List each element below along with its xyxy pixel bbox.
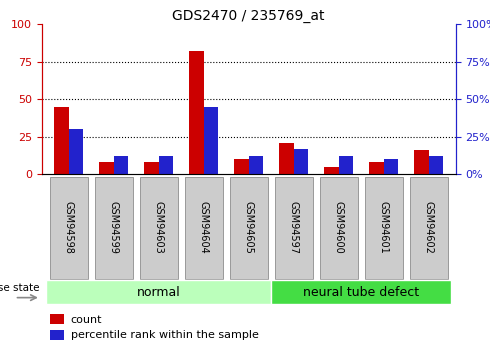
Bar	[54, 107, 69, 174]
FancyBboxPatch shape	[319, 177, 358, 278]
Bar	[415, 150, 429, 174]
Text: GSM94604: GSM94604	[198, 201, 209, 254]
Bar	[279, 143, 294, 174]
Text: count: count	[71, 315, 102, 325]
Text: GSM94597: GSM94597	[289, 201, 299, 254]
Text: normal: normal	[137, 286, 180, 299]
Bar	[234, 159, 249, 174]
FancyBboxPatch shape	[49, 177, 88, 278]
Text: disease state: disease state	[0, 283, 40, 293]
Bar	[429, 156, 443, 174]
Bar	[159, 156, 173, 174]
FancyBboxPatch shape	[274, 177, 313, 278]
FancyBboxPatch shape	[46, 280, 271, 304]
FancyBboxPatch shape	[410, 177, 448, 278]
FancyBboxPatch shape	[95, 177, 133, 278]
Bar	[50, 314, 64, 324]
Bar	[99, 162, 114, 174]
Text: GSM94598: GSM94598	[64, 201, 74, 254]
Bar	[384, 159, 398, 174]
FancyBboxPatch shape	[140, 177, 178, 278]
Text: GSM94602: GSM94602	[424, 201, 434, 254]
FancyBboxPatch shape	[229, 177, 268, 278]
Bar	[339, 156, 353, 174]
Bar	[249, 156, 263, 174]
Text: GSM94600: GSM94600	[334, 201, 343, 254]
Bar	[189, 51, 204, 174]
FancyBboxPatch shape	[365, 177, 403, 278]
Bar	[144, 162, 159, 174]
Bar	[50, 330, 64, 340]
Bar	[369, 162, 384, 174]
FancyBboxPatch shape	[185, 177, 223, 278]
Text: neural tube defect: neural tube defect	[303, 286, 419, 299]
FancyBboxPatch shape	[271, 280, 451, 304]
Bar	[294, 149, 308, 174]
Bar	[114, 156, 128, 174]
Bar	[204, 107, 218, 174]
Text: GSM94603: GSM94603	[154, 201, 164, 254]
Text: GSM94601: GSM94601	[379, 201, 389, 254]
Text: percentile rank within the sample: percentile rank within the sample	[71, 330, 259, 340]
Title: GDS2470 / 235769_at: GDS2470 / 235769_at	[172, 9, 325, 23]
Bar	[324, 167, 339, 174]
Bar	[69, 129, 83, 174]
Text: GSM94599: GSM94599	[109, 201, 119, 254]
Text: GSM94605: GSM94605	[244, 201, 254, 254]
